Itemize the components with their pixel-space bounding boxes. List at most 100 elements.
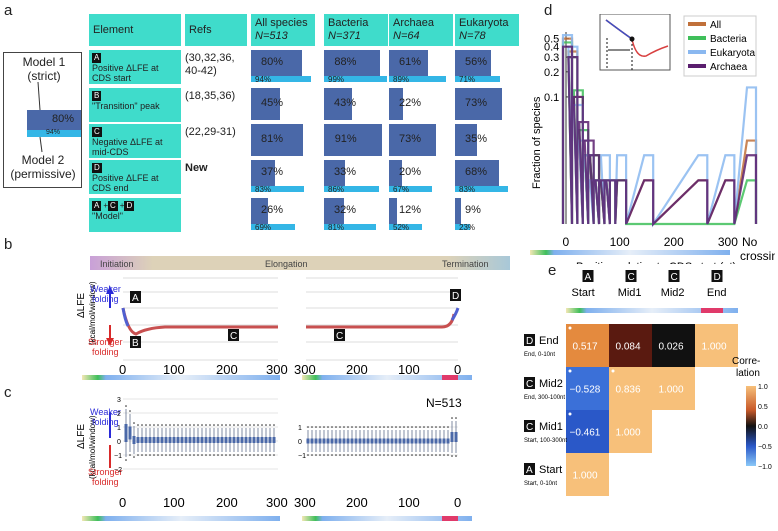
colorbar-label-2: lation	[736, 368, 760, 379]
outlier	[245, 454, 247, 456]
outlier	[273, 454, 275, 456]
outlier	[153, 424, 155, 426]
value-main: 22%	[399, 97, 422, 109]
box	[160, 437, 164, 443]
row-key: D	[526, 336, 533, 347]
table-row-element-1: A Positive ΔLFE at CDS start	[89, 50, 181, 84]
stronger-folding: folding	[92, 477, 119, 487]
outlier	[443, 426, 445, 428]
outlier	[181, 454, 183, 456]
box	[176, 437, 180, 443]
x-tick: 100	[610, 235, 630, 249]
model1-label: Model 1(permissive)(strict)	[22, 55, 66, 83]
box	[394, 438, 398, 444]
box	[192, 437, 196, 443]
colorbar-tick: 1.0	[758, 384, 768, 391]
curve-left	[121, 307, 278, 336]
table-header-refs: Refs	[185, 14, 247, 46]
x-tick: 300	[718, 235, 738, 249]
heat-cell	[695, 324, 738, 367]
box	[390, 438, 394, 444]
outlier	[391, 426, 393, 428]
row-key-box	[524, 377, 535, 389]
phase-bar	[90, 256, 510, 270]
heat-cell	[566, 324, 609, 367]
outlier	[273, 424, 275, 426]
heat-cell	[609, 410, 652, 453]
value-main: 43%	[334, 97, 357, 109]
key-box-C	[334, 329, 345, 341]
model-bar-cyan	[27, 130, 81, 137]
outlier	[323, 426, 325, 428]
bar-main	[389, 160, 402, 186]
outlier	[173, 454, 175, 456]
heat-value: 0.026	[659, 342, 684, 353]
box	[180, 437, 184, 443]
bar-main	[389, 88, 403, 120]
inset-box	[599, 14, 671, 71]
value-main: 45%	[261, 97, 284, 109]
col-key-box	[625, 270, 637, 282]
weaker-label: Weaker	[90, 407, 121, 417]
value-main: 35%	[465, 133, 488, 145]
element-key: A + C + D	[92, 201, 135, 211]
box	[144, 437, 148, 443]
value-main: 91%	[334, 133, 357, 145]
outlier	[343, 454, 345, 456]
outlier	[435, 426, 437, 428]
outlier	[145, 454, 147, 456]
box	[418, 438, 422, 444]
value-cyan: 23%	[459, 223, 476, 232]
bar-main	[455, 88, 502, 120]
y-label: ΔLFE	[76, 293, 87, 318]
outlier	[137, 424, 139, 426]
col-cds-bar	[566, 308, 738, 313]
stop-marker	[442, 375, 458, 380]
outlier	[233, 424, 235, 426]
box	[430, 438, 434, 444]
box	[244, 437, 248, 443]
outlier	[367, 426, 369, 428]
outlier	[209, 454, 211, 456]
outlier	[371, 454, 373, 456]
bar-cyan	[455, 76, 500, 82]
up-arrowhead	[106, 286, 114, 294]
value-cyan: 81%	[328, 223, 345, 232]
value-cyan: 52%	[393, 223, 410, 232]
box	[314, 438, 318, 444]
bar-cyan	[455, 224, 470, 230]
col-key: A	[585, 272, 592, 283]
outlier	[431, 454, 433, 456]
bar-main	[389, 50, 428, 76]
outlier	[419, 454, 421, 456]
heat-cell	[566, 367, 609, 410]
outlier	[133, 422, 135, 424]
outlier	[335, 426, 337, 428]
outlier	[225, 424, 227, 426]
tick-left: 200	[216, 362, 238, 377]
table-header-element: Element	[89, 14, 181, 46]
heat-cell	[609, 324, 652, 367]
col-name: Mid1	[618, 287, 642, 299]
bar-main	[324, 50, 380, 76]
outlier	[213, 424, 215, 426]
x-tick: 0	[563, 235, 570, 249]
outlier	[327, 426, 329, 428]
outlier	[363, 426, 365, 428]
column-n: N=371	[328, 30, 361, 42]
down-arrowhead	[106, 338, 114, 346]
table-row-element-5: A + C + D "Model"	[89, 198, 181, 232]
model-bar-main	[27, 110, 81, 130]
box	[354, 438, 358, 444]
table-header-archaea: Archaea N=64	[389, 14, 453, 46]
element-label: "Transition" peak	[92, 101, 160, 111]
bar-cyan	[389, 76, 446, 82]
value-main: 73%	[399, 133, 422, 145]
outlier	[209, 424, 211, 426]
outlier	[177, 454, 179, 456]
value-main: 61%	[399, 56, 422, 68]
outlier	[339, 454, 341, 456]
panel-label-c: c	[4, 384, 12, 401]
table-row-refs-2: (18,35,36)	[185, 90, 236, 102]
heat-cell	[609, 367, 652, 410]
